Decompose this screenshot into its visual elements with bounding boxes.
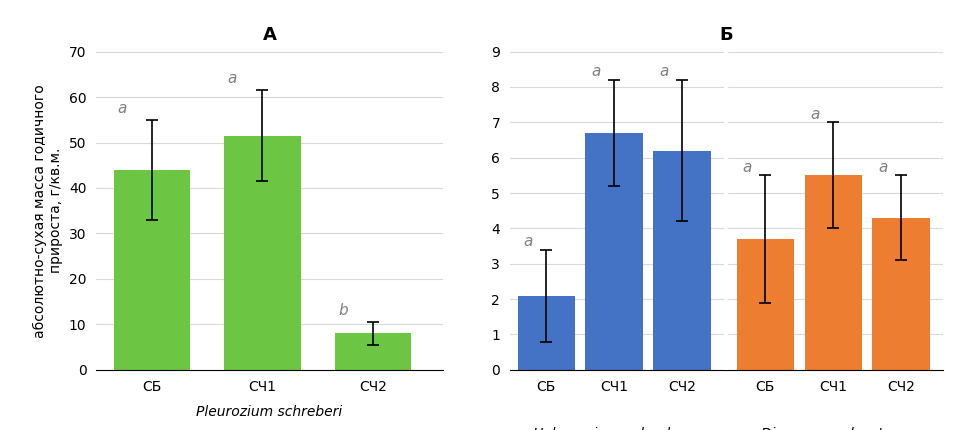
Bar bbox=[585, 133, 642, 370]
Text: a: a bbox=[228, 71, 237, 86]
Y-axis label: абсолютно-сухая масса годичного
прироста, г/кв.м.: абсолютно-сухая масса годичного прироста… bbox=[33, 84, 63, 338]
Bar bbox=[113, 170, 189, 370]
Text: a: a bbox=[877, 160, 887, 175]
Text: a: a bbox=[658, 64, 668, 80]
Bar bbox=[334, 333, 411, 370]
Text: a: a bbox=[117, 101, 126, 116]
Text: Hylocomium splendens: Hylocomium splendens bbox=[532, 427, 694, 430]
Bar bbox=[803, 175, 861, 370]
Bar bbox=[872, 218, 928, 370]
Bar bbox=[517, 295, 575, 370]
Bar bbox=[224, 136, 300, 370]
Text: a: a bbox=[523, 234, 532, 249]
Title: А: А bbox=[262, 27, 276, 44]
Text: a: a bbox=[742, 160, 752, 175]
X-axis label: Pleurozium schreberi: Pleurozium schreberi bbox=[196, 405, 342, 419]
Title: Б: Б bbox=[719, 27, 732, 44]
Text: a: a bbox=[809, 107, 819, 122]
Bar bbox=[736, 239, 793, 370]
Bar bbox=[653, 150, 710, 370]
Text: b: b bbox=[338, 303, 348, 318]
Text: a: a bbox=[591, 64, 600, 80]
Text: Dicranum polysetum: Dicranum polysetum bbox=[760, 427, 904, 430]
